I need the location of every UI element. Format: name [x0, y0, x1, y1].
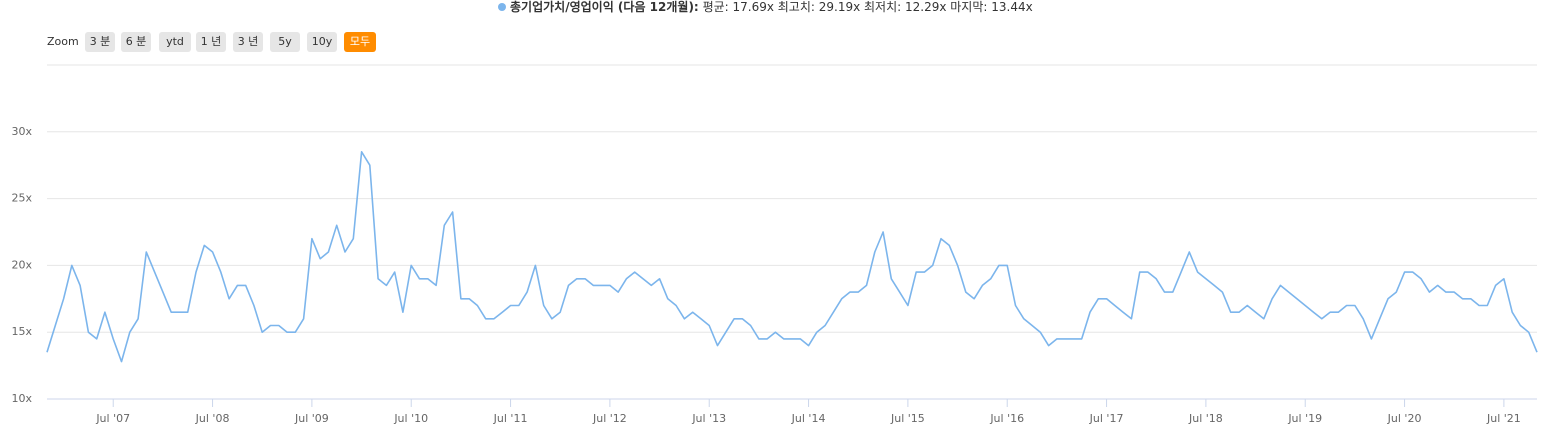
x-tick-label: Jul '10	[393, 412, 428, 425]
x-tick-label: Jul '09	[294, 412, 329, 425]
legend-stats: 평균: 17.69x 최고치: 29.19x 최저치: 12.29x 마지막: …	[703, 0, 1033, 14]
zoom-button[interactable]: 1 년	[196, 32, 226, 52]
x-tick-label: Jul '19	[1287, 412, 1322, 425]
line	[46, 151, 1538, 363]
x-tick-label: Jul '07	[95, 412, 130, 425]
zoom-button-bg[interactable]	[344, 32, 376, 52]
zoom-button[interactable]: 5y	[270, 32, 300, 52]
x-tick-label: Jul '14	[791, 412, 826, 425]
x-tick-label: Jul '20	[1387, 412, 1422, 425]
x-tick-label: Jul '21	[1486, 412, 1521, 425]
x-tick-label: Jul '16	[989, 412, 1024, 425]
x-tick-label: Jul '08	[195, 412, 230, 425]
zoom-button[interactable]: 6 분	[121, 32, 151, 52]
x-tick-label: Jul '13	[691, 412, 726, 425]
zoom-button-bg[interactable]	[307, 32, 337, 52]
x-tick-label: Jul '12	[592, 412, 627, 425]
y-tick-label: 25x	[11, 192, 32, 205]
zoom-button-bg[interactable]	[270, 32, 300, 52]
x-tick-label: Jul '17	[1089, 412, 1124, 425]
zoom-button[interactable]: ytd	[159, 32, 191, 52]
zoom-button-label[interactable]: 10y	[312, 35, 333, 48]
zoom-button-bg[interactable]	[121, 32, 151, 52]
zoom-button-bg[interactable]	[159, 32, 191, 52]
y-tick-label: 30x	[11, 125, 32, 138]
y-tick-label: 15x	[11, 325, 32, 338]
zoom-button[interactable]: 모두	[344, 32, 376, 52]
zoom-label: Zoom	[47, 35, 79, 48]
zoom-button-label[interactable]: 3 분	[90, 35, 111, 48]
zoom-button-label[interactable]: 6 분	[126, 35, 147, 48]
zoom-button-label[interactable]: 모두	[350, 35, 370, 48]
zoom-button-bg[interactable]	[196, 32, 226, 52]
y-tick-label: 20x	[11, 258, 32, 271]
legend: 총기업가치/영업이익 (다음 12개월): 평균: 17.69x 최고치: 29…	[498, 0, 1033, 14]
x-tick-label: Jul '18	[1188, 412, 1223, 425]
legend-name: 총기업가치/영업이익 (다음 12개월):	[510, 0, 699, 14]
x-tick-label: Jul '15	[890, 412, 925, 425]
zoom-button[interactable]: 3 분	[85, 32, 115, 52]
legend-text: 총기업가치/영업이익 (다음 12개월): 평균: 17.69x 최고치: 29…	[510, 0, 1033, 14]
x-tick-label: Jul '11	[493, 412, 528, 425]
zoom-button-label[interactable]: 5y	[278, 35, 292, 48]
zoom-button-bg[interactable]	[233, 32, 263, 52]
legend-symbol	[498, 3, 506, 11]
zoom-button[interactable]: 10y	[307, 32, 337, 52]
zoom-button-bg[interactable]	[85, 32, 115, 52]
zoom-button-label[interactable]: 1 년	[201, 35, 222, 48]
y-tick-label: 10x	[11, 392, 32, 405]
zoom-button-label[interactable]: ytd	[166, 35, 184, 48]
zoom-button[interactable]: 3 년	[233, 32, 263, 52]
zoom-button-label[interactable]: 3 년	[238, 35, 259, 48]
